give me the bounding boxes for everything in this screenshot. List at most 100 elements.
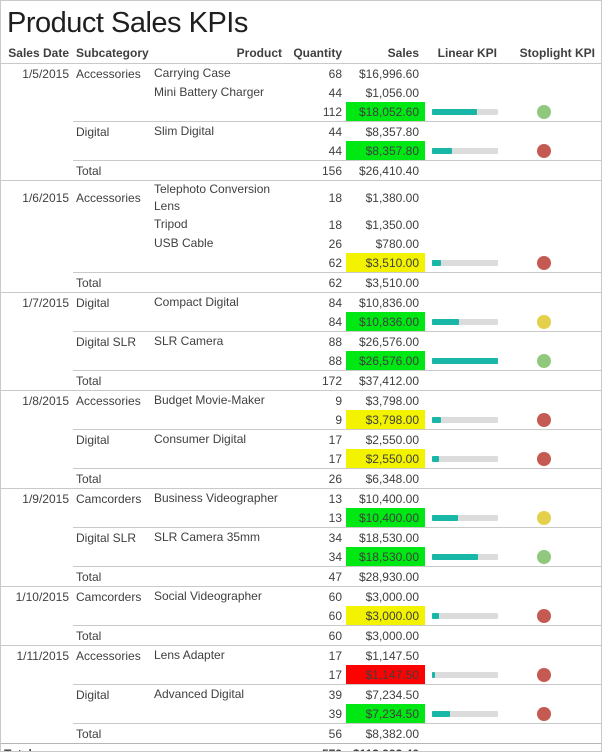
sales-cell: $7,234.50 — [346, 684, 425, 704]
column-header-linear-kpi: Linear KPI — [425, 44, 501, 64]
column-header-sales: Sales — [346, 44, 425, 64]
product-cell — [151, 272, 286, 293]
stoplight-kpi-cell — [501, 215, 601, 234]
sales-date-cell — [1, 626, 73, 646]
sales-total-cell: $3,510.00 — [346, 272, 425, 293]
linear-kpi-bar-fill — [432, 357, 498, 364]
table-header-row: Sales Date Subcategory Product Quantity … — [1, 44, 601, 64]
subtotal-row: 84 $10,836.00 — [1, 312, 601, 332]
linear-kpi-bar-track — [432, 108, 498, 115]
subcategory-cell: Accessories — [73, 645, 151, 665]
sales-date-cell: 1/11/2015 — [1, 645, 73, 665]
table-row: Digital Consumer Digital 17 $2,550.00 — [1, 429, 601, 449]
linear-kpi-cell — [425, 449, 501, 469]
linear-kpi-cell — [425, 488, 501, 508]
linear-kpi-bar-track — [432, 710, 498, 717]
subcategory-cell — [73, 606, 151, 626]
sales-subtotal-cell: $1,147.50 — [346, 665, 425, 685]
sales-cell: $1,147.50 — [346, 645, 425, 665]
column-header-product: Product — [151, 44, 286, 64]
stoplight-kpi-cell — [501, 547, 601, 567]
table-row: Digital SLR SLR Camera 88 $26,576.00 — [1, 331, 601, 351]
stoplight-kpi-cell — [501, 292, 601, 312]
stoplight-kpi-cell — [501, 508, 601, 528]
quantity-cell: 84 — [328, 314, 342, 329]
sales-date-cell — [1, 508, 73, 528]
group-total-row: Total 60 $3,000.00 — [1, 625, 601, 646]
linear-kpi-bar-track — [432, 455, 498, 462]
linear-kpi-bar-track — [432, 553, 498, 560]
linear-kpi-cell — [425, 141, 501, 161]
subtotal-row: 13 $10,400.00 — [1, 508, 601, 528]
linear-kpi-bar-fill — [432, 455, 439, 462]
subcategory-cell — [73, 508, 151, 528]
stoplight-kpi-cell — [501, 410, 601, 430]
column-header-stoplight-kpi: Stoplight KPI — [501, 44, 601, 64]
sales-date-cell — [1, 665, 73, 685]
sales-subtotal-cell: $10,836.00 — [346, 312, 425, 332]
sales-date-cell — [1, 567, 73, 587]
product-cell — [151, 410, 286, 430]
stoplight-kpi-cell — [501, 390, 601, 410]
sales-subtotal-cell: $10,400.00 — [346, 508, 425, 528]
linear-kpi-bar-fill — [432, 612, 440, 619]
linear-kpi-bar-track — [432, 357, 498, 364]
table-row: Mini Battery Charger 44 $1,056.00 — [1, 83, 601, 102]
subtotal-row: 17 $1,147.50 — [1, 665, 601, 685]
table-row: Digital SLR SLR Camera 35mm 34 $18,530.00 — [1, 527, 601, 547]
column-header-subcategory: Subcategory — [73, 44, 151, 64]
product-cell — [151, 743, 286, 751]
group-total-row: Total 62 $3,510.00 — [1, 272, 601, 293]
subcategory-cell — [73, 410, 151, 430]
subcategory-cell — [73, 743, 151, 751]
linear-kpi-bar-track — [432, 147, 498, 154]
sales-cell: $18,530.00 — [346, 527, 425, 547]
quantity-cell: 34 — [328, 549, 342, 564]
group-total-row: Total 26 $6,348.00 — [1, 468, 601, 489]
product-cell: SLR Camera — [151, 331, 286, 351]
kpi-report-table: Sales Date Subcategory Product Quantity … — [1, 44, 601, 751]
linear-kpi-cell — [425, 566, 501, 587]
sales-total-cell: $3,000.00 — [346, 625, 425, 646]
quantity-cell: 60 — [328, 608, 342, 623]
linear-kpi-bar-track — [432, 514, 498, 521]
linear-kpi-cell — [425, 253, 501, 273]
sales-subtotal-cell: $26,576.00 — [346, 351, 425, 371]
subcategory-cell — [73, 234, 151, 253]
stoplight-indicator — [537, 510, 551, 525]
linear-kpi-cell — [425, 102, 501, 122]
product-cell: Social Videographer — [151, 586, 286, 606]
quantity-total-cell: 47 — [286, 566, 346, 587]
stoplight-kpi-cell — [501, 351, 601, 371]
table-row: 1/8/2015 Accessories Budget Movie-Maker 9 $3… — [1, 390, 601, 410]
stoplight-kpi-cell — [501, 102, 601, 122]
sales-subtotal-cell: $18,530.00 — [346, 547, 425, 567]
sales-date-cell — [1, 312, 73, 332]
stoplight-kpi-cell — [501, 83, 601, 102]
stoplight-indicator — [537, 104, 551, 119]
stoplight-kpi-cell — [501, 566, 601, 587]
subtotal-row: 88 $26,576.00 — [1, 351, 601, 371]
sales-total-cell: $26,410.40 — [346, 160, 425, 181]
sales-subtotal-cell: $3,510.00 — [346, 253, 425, 273]
linear-kpi-bar-fill — [432, 318, 460, 325]
subcategory-cell: Digital SLR — [73, 331, 151, 351]
subcategory-cell — [73, 141, 151, 161]
table-row: 1/10/2015 Camcorders Social Videographer 60… — [1, 586, 601, 606]
quantity-cell: 39 — [328, 706, 342, 721]
quantity-cell: 44 — [328, 143, 342, 158]
sales-subtotal-cell: $18,052.60 — [346, 102, 425, 122]
quantity-cell: 13 — [328, 510, 342, 525]
group-total-label: Total — [73, 468, 151, 489]
stoplight-kpi-cell — [501, 331, 601, 351]
product-cell: Lens Adapter — [151, 645, 286, 665]
product-cell — [151, 547, 286, 567]
stoplight-kpi-cell — [501, 625, 601, 646]
subcategory-cell: Accessories — [73, 180, 151, 215]
quantity-cell: 17 — [286, 429, 346, 449]
linear-kpi-cell — [425, 704, 501, 724]
stoplight-kpi-cell — [501, 468, 601, 489]
group-total-label: Total — [73, 566, 151, 587]
sales-subtotal-cell: $8,357.80 — [346, 141, 425, 161]
linear-kpi-cell — [425, 586, 501, 606]
